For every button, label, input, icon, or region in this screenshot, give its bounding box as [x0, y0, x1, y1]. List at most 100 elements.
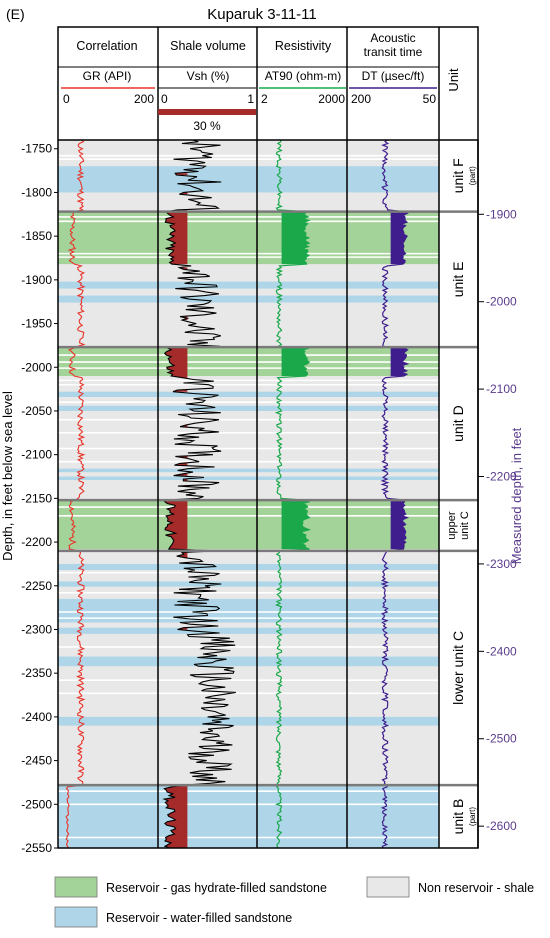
track-frames — [57, 26, 479, 849]
track2-scale-right: 1 — [247, 92, 254, 106]
dt-curve — [380, 139, 410, 849]
unit-label-text: unit E — [450, 261, 466, 297]
water-interval — [58, 405, 439, 411]
lithology-background — [58, 140, 439, 848]
panel-label: (E) — [6, 6, 25, 22]
unit-label-text: unit B — [450, 799, 466, 835]
y-left-tick-label: -2300 — [21, 622, 52, 636]
y-right-tick-label: -2600 — [486, 819, 517, 833]
track1-scale-left: 0 — [63, 92, 70, 106]
y-left-tick-label: -1800 — [21, 185, 52, 199]
y-left-tick-label: -2050 — [21, 404, 52, 418]
hydrate-interval — [58, 211, 439, 265]
gr-curve — [65, 139, 86, 849]
y-right-tick-label: -2400 — [486, 644, 517, 658]
y-left-tick-label: -2000 — [21, 360, 52, 374]
y-left-tick-label: -2350 — [21, 666, 52, 680]
water-interval — [58, 166, 439, 193]
track4-curve-name: DT (µsec/ft) — [362, 69, 425, 83]
water-interval — [58, 716, 439, 726]
track3-scale-right: 2000 — [318, 92, 345, 106]
y-right-tick-label: -2100 — [486, 382, 517, 396]
track1-header: Correlation — [76, 39, 137, 53]
unit-label: unit F (part) — [450, 158, 477, 193]
unit-label-text: unit F — [450, 158, 466, 193]
track2-scale-left: 0 — [161, 92, 168, 106]
water-interval — [58, 391, 439, 397]
unit-label: unit D — [450, 405, 466, 442]
vsh-sand-fill — [165, 209, 188, 265]
vsh-sand-fill — [163, 500, 188, 550]
resistivity-fill — [281, 211, 310, 265]
vsh-cutoff-label: 30 % — [193, 119, 221, 133]
y-left-tick-label: -2200 — [21, 535, 52, 549]
y-axis-right-ticks: -1900 -2000 -2100 -2200 -2300 -2400 -2500 -2600 — [477, 140, 517, 848]
unit-label: unit B (part) — [450, 799, 477, 835]
water-interval — [58, 627, 439, 634]
track2-header: Shale volume — [170, 39, 246, 53]
y-right-tick-label: -1900 — [486, 207, 517, 221]
y-left-tick-label: -2550 — [21, 841, 52, 855]
unit-column-header: Unit — [446, 68, 461, 92]
vsh-sand-fill — [174, 463, 188, 466]
legend: Reservoir - gas hydrate-filled sandstone… — [54, 876, 534, 928]
legend-swatch-water — [54, 906, 98, 928]
unit-label-text: lower unit C — [450, 631, 466, 705]
resistivity-fill — [281, 500, 310, 550]
y-left-tick-label: -1750 — [21, 142, 52, 156]
water-interval — [58, 563, 439, 571]
y-left-tick-label: -2400 — [21, 710, 52, 724]
y-right-tick-label: -2200 — [486, 470, 517, 484]
y-right-tick-label: -2300 — [486, 557, 517, 571]
vsh-cutoff-bar — [158, 109, 256, 115]
track4-header-line2: transit time — [364, 45, 423, 59]
water-interval — [58, 476, 439, 481]
track3-header: Resistivity — [275, 39, 332, 53]
legend-label-water: Reservoir - water-filled sandstone — [106, 911, 292, 925]
y-left-tick-label: -2500 — [21, 797, 52, 811]
unit-label-line: upper — [446, 511, 458, 539]
track2-curve-name: Vsh (%) — [187, 69, 230, 83]
track3-curve-name: AT90 (ohm-m) — [265, 69, 341, 83]
hydrate-interval — [58, 500, 439, 550]
legend-swatch-shale — [366, 876, 410, 898]
y-left-tick-label: -1850 — [21, 229, 52, 243]
unit-label: unit E — [450, 261, 466, 297]
vsh-sand-fill — [175, 173, 188, 175]
unit-label: upper unit C — [446, 511, 471, 540]
water-interval — [58, 468, 439, 473]
track4-scale-left: 200 — [351, 92, 371, 106]
water-interval — [58, 581, 439, 587]
y-left-tick-label: -2100 — [21, 448, 52, 462]
vsh-curve — [162, 139, 236, 849]
y-axis-label-left: Depth, in feet below sea level — [0, 391, 15, 561]
y-right-tick-label: -2500 — [486, 732, 517, 746]
legend-label-hydrate: Reservoir - gas hydrate-filled sandstone — [106, 881, 327, 895]
track3-scale-left: 2 — [261, 92, 268, 106]
resistivity-curve — [274, 139, 312, 849]
unit-label-sub: (part) — [468, 807, 477, 826]
water-interval — [58, 295, 439, 303]
y-axis-label-right: Measured depth, in feet — [509, 427, 524, 564]
unit-label-text: unit D — [450, 405, 466, 442]
y-left-tick-label: -2450 — [21, 754, 52, 768]
y-left-tick-label: -2150 — [21, 491, 52, 505]
y-right-tick-label: -2000 — [486, 295, 517, 309]
water-interval — [58, 656, 439, 667]
y-left-tick-label: -1950 — [21, 317, 52, 331]
log-curves — [65, 139, 410, 849]
vsh-sand-fill — [164, 348, 188, 378]
track1-curve-name: GR (API) — [83, 69, 132, 83]
water-interval — [58, 785, 439, 848]
legend-label-shale: Non reservoir - shale — [418, 881, 534, 895]
track-headers: Correlation Shale volume Resistivity Aco… — [61, 31, 461, 133]
y-axis-left-ticks: -1750 -1800 -1850 -1900 -1950 -2000 -2050 -2100… — [21, 142, 58, 855]
unit-label-line: unit C — [459, 511, 471, 540]
dt-fill — [390, 348, 408, 376]
dt-fill — [390, 500, 408, 550]
track4-scale-right: 50 — [423, 92, 437, 106]
water-interval — [58, 598, 439, 623]
y-left-tick-label: -2250 — [21, 579, 52, 593]
